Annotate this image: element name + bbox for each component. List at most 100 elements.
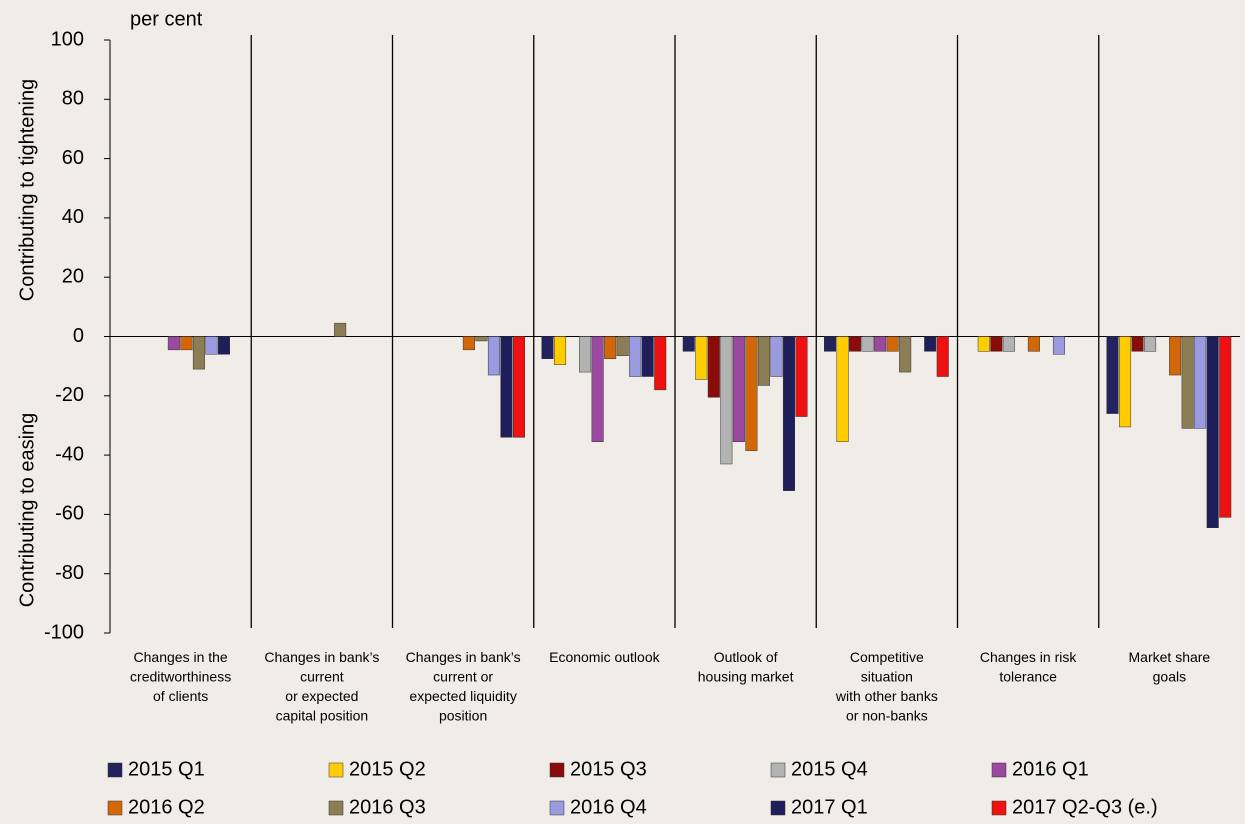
bar [1169, 336, 1182, 376]
legend-swatch [328, 800, 344, 816]
x-tick-label-line: current [300, 668, 344, 684]
bar [682, 336, 695, 352]
y-tick-label: -80 [55, 562, 84, 584]
x-tick-label-line: housing market [698, 668, 794, 684]
x-tick-label: Outlook of housing market [698, 649, 794, 685]
bar [541, 336, 554, 359]
x-tick-label-line: expected liquidity [409, 688, 516, 704]
bar [936, 336, 949, 377]
bar [579, 336, 592, 373]
x-tick-label: Market share goals [1129, 649, 1211, 685]
bar [1119, 336, 1132, 428]
bar [1131, 336, 1144, 352]
y-tick-label: 20 [62, 265, 84, 287]
bar [1181, 336, 1194, 429]
y-tick-label: 100 [51, 28, 84, 50]
bar [487, 336, 500, 376]
bar [654, 336, 667, 391]
x-tick-label-line: Competitive [850, 649, 924, 665]
bar [604, 336, 617, 359]
bar [707, 336, 720, 398]
x-tick-label-line: goals [1153, 668, 1186, 684]
bar [836, 336, 849, 443]
x-tick-label-line: or non-banks [846, 707, 928, 723]
legend-label: 2016 Q4 [570, 796, 647, 818]
unit-label: per cent [130, 8, 203, 30]
x-tick-label: Changes in the creditworthiness of clients [130, 649, 231, 704]
bar [849, 336, 862, 352]
legend-swatch [107, 762, 123, 778]
x-tick-label-line: tolerance [999, 668, 1057, 684]
bar [512, 336, 525, 438]
legend-swatch [328, 762, 344, 778]
bar [1206, 336, 1219, 528]
x-tick-label-line: Economic outlook [549, 649, 661, 665]
legend-label: 2015 Q4 [791, 758, 868, 780]
bar [824, 336, 837, 352]
bar [629, 336, 642, 377]
x-tick-label-line: current or [433, 668, 493, 684]
bar [1052, 336, 1065, 355]
legend-label: 2015 Q2 [349, 758, 426, 780]
bar [795, 336, 808, 417]
legend-swatch [107, 800, 123, 816]
bar [695, 336, 708, 380]
bar [886, 336, 899, 352]
legend-label: 2016 Q1 [1012, 758, 1089, 780]
x-tick-label-line: of clients [153, 688, 208, 704]
bar [1219, 336, 1232, 518]
legend-label: 2016 Q3 [349, 796, 426, 818]
legend-swatch [770, 800, 786, 816]
y-tick-label: -40 [55, 443, 84, 465]
x-tick-label-line: or expected [285, 688, 358, 704]
x-tick-label-line: creditworthiness [130, 668, 231, 684]
x-tick-label-line: Changes in bank’s [264, 649, 379, 665]
y-tick-label: 0 [73, 325, 84, 347]
legend-swatch [991, 800, 1007, 816]
bar [782, 336, 795, 491]
bar [554, 336, 567, 365]
bar [874, 336, 887, 352]
bar [462, 336, 475, 351]
y-label-top: Contributing to tightening [16, 79, 38, 301]
bar [1106, 336, 1119, 414]
bar [500, 336, 513, 438]
x-tick-label: Changes in bank’s current or expected liqu… [406, 649, 521, 724]
bar [616, 336, 629, 357]
legend-label: 2015 Q3 [570, 758, 647, 780]
legend-label: 2016 Q2 [128, 796, 205, 818]
bar [475, 336, 488, 342]
legend-swatch [549, 762, 565, 778]
x-tick-label-line: with other banks [835, 688, 938, 704]
bar [899, 336, 912, 373]
legend-label: 2017 Q1 [791, 796, 868, 818]
legend-label: 2017 Q2-Q3 (e.) [1012, 796, 1158, 818]
bar [1194, 336, 1207, 429]
bar [990, 336, 1003, 352]
x-tick-label-line: Changes in bank’s [406, 649, 521, 665]
bar [732, 336, 745, 443]
x-tick-label-line: Changes in risk [980, 649, 1077, 665]
y-tick-label: -20 [55, 384, 84, 406]
bar [745, 336, 758, 451]
x-tick-label: Economic outlook [549, 649, 661, 665]
legend-swatch [770, 762, 786, 778]
x-tick-label-line: capital position [276, 707, 369, 723]
y-tick-label: -60 [55, 503, 84, 525]
bar [1144, 336, 1157, 352]
bar [720, 336, 733, 465]
bar [205, 336, 218, 355]
bar [861, 336, 874, 352]
bar [1027, 336, 1040, 352]
bar [924, 336, 937, 352]
y-tick-label: 40 [62, 206, 84, 228]
y-label-bottom: Contributing to easing [16, 413, 38, 608]
x-tick-label-line: Market share [1129, 649, 1211, 665]
x-tick-label: Competitive situation with other banks or n… [835, 649, 938, 724]
legend-swatch [549, 800, 565, 816]
bar [192, 336, 205, 370]
bar [180, 336, 193, 351]
bar [641, 336, 654, 377]
x-tick-label: Changes in bank’s current or expected capit… [264, 649, 379, 724]
